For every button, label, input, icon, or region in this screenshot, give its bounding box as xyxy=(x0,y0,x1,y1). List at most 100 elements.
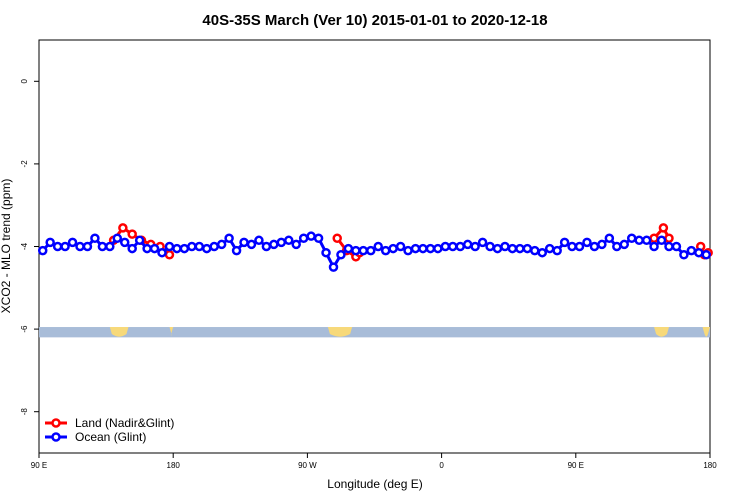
x-tick-label: 0 xyxy=(439,461,444,470)
ocean-point xyxy=(127,243,137,254)
ocean-point xyxy=(149,243,160,254)
y-tick-label: -8 xyxy=(20,408,29,416)
ocean-point xyxy=(641,235,652,246)
land-point xyxy=(658,223,669,233)
ocean-point xyxy=(239,237,249,248)
ocean-point xyxy=(112,233,123,243)
ocean-point xyxy=(134,235,145,246)
y-tick-label: -2 xyxy=(20,160,29,168)
ocean-point xyxy=(209,241,219,252)
land-point xyxy=(164,250,175,260)
ocean-point xyxy=(105,241,115,252)
ocean-point xyxy=(67,237,78,248)
ocean-point xyxy=(82,241,93,252)
ocean-point xyxy=(544,243,555,254)
ocean-point xyxy=(440,241,451,252)
y-tick-label: 0 xyxy=(20,79,29,84)
ocean-point xyxy=(492,243,503,254)
ocean-point xyxy=(321,247,331,258)
x-tick-label: 180 xyxy=(167,461,181,470)
ocean-point xyxy=(574,241,585,252)
ocean-point xyxy=(552,245,562,256)
land-point xyxy=(649,233,659,243)
x-axis-label: Longitude (deg E) xyxy=(327,477,422,491)
ocean-point xyxy=(582,237,592,248)
ocean-point xyxy=(522,243,533,254)
ocean-point xyxy=(395,241,406,252)
ocean-point xyxy=(276,237,287,248)
ocean-point xyxy=(433,243,443,254)
ocean-point xyxy=(462,239,473,250)
legend-swatch-marker xyxy=(51,418,61,428)
ocean-point xyxy=(172,243,182,254)
ocean-point xyxy=(194,241,205,252)
legend-swatch-marker xyxy=(51,432,61,442)
ocean-point xyxy=(388,243,398,254)
ocean-point xyxy=(254,235,264,246)
axes: 90 E 180 90 W 0 90 E 180 0 -2 -4 -6 -8 xyxy=(20,79,717,470)
ocean-point xyxy=(410,243,421,254)
ocean-point xyxy=(589,241,600,252)
ocean-point xyxy=(164,241,175,252)
legend: Land (Nadir&Glint)Ocean (Glint) xyxy=(45,416,174,444)
ocean-point xyxy=(626,233,637,243)
ocean-point xyxy=(664,241,674,252)
ocean-point xyxy=(202,243,212,254)
x-tick-label: 90 E xyxy=(31,461,47,470)
y-axis-label: XCO2 - MLO trend (ppm) xyxy=(0,179,13,314)
land-point xyxy=(332,233,342,243)
ocean-point xyxy=(291,239,301,250)
ocean-point xyxy=(380,245,391,256)
ocean-point xyxy=(119,237,130,248)
ocean-point xyxy=(246,239,257,250)
ocean-point xyxy=(157,247,167,258)
ocean-point xyxy=(306,231,316,241)
ocean-point xyxy=(477,237,488,248)
ocean-point xyxy=(619,239,630,250)
ocean-point xyxy=(179,243,190,254)
ocean-point xyxy=(269,239,279,250)
ocean-point xyxy=(671,241,682,252)
ocean-point xyxy=(187,241,197,252)
land-point xyxy=(127,229,137,239)
legend-label: Ocean (Glint) xyxy=(75,430,146,444)
ocean-point xyxy=(343,243,354,254)
ocean-point xyxy=(52,241,63,252)
ocean-point xyxy=(97,241,108,252)
ocean-point xyxy=(597,239,607,250)
ocean-point xyxy=(485,241,495,252)
ocean-point xyxy=(328,262,339,272)
ocean-point xyxy=(142,243,152,254)
ocean-point xyxy=(60,241,70,252)
land-point xyxy=(664,233,674,243)
ocean-point xyxy=(37,245,48,256)
band-land-patch xyxy=(169,327,174,337)
ocean-point xyxy=(559,237,570,248)
land-point xyxy=(118,223,128,233)
band-land-patch xyxy=(327,327,353,337)
ocean-point xyxy=(261,241,272,252)
ocean-point xyxy=(500,241,510,252)
ocean-point xyxy=(455,241,465,252)
ocean-point xyxy=(418,243,428,254)
band-ocean xyxy=(39,327,710,338)
ocean-point xyxy=(45,237,55,248)
ocean-point xyxy=(612,241,622,252)
band-land-patch xyxy=(702,327,710,337)
legend-label: Land (Nadir&Glint) xyxy=(75,416,174,430)
ocean-point xyxy=(284,235,294,246)
ocean-point xyxy=(537,247,547,258)
chart-title: 40S-35S March (Ver 10) 2015-01-01 to 202… xyxy=(202,12,547,29)
ocean-point xyxy=(216,239,227,250)
ocean-point xyxy=(351,245,361,256)
ocean-point xyxy=(649,241,659,252)
ocean-point xyxy=(425,243,436,254)
ocean-point xyxy=(75,241,85,252)
y-tick-label: -6 xyxy=(20,325,29,333)
ocean-point xyxy=(567,241,577,252)
ocean-point xyxy=(604,233,615,243)
ocean-point xyxy=(448,241,458,252)
ocean-point xyxy=(373,241,383,252)
ocean-point xyxy=(231,245,242,256)
